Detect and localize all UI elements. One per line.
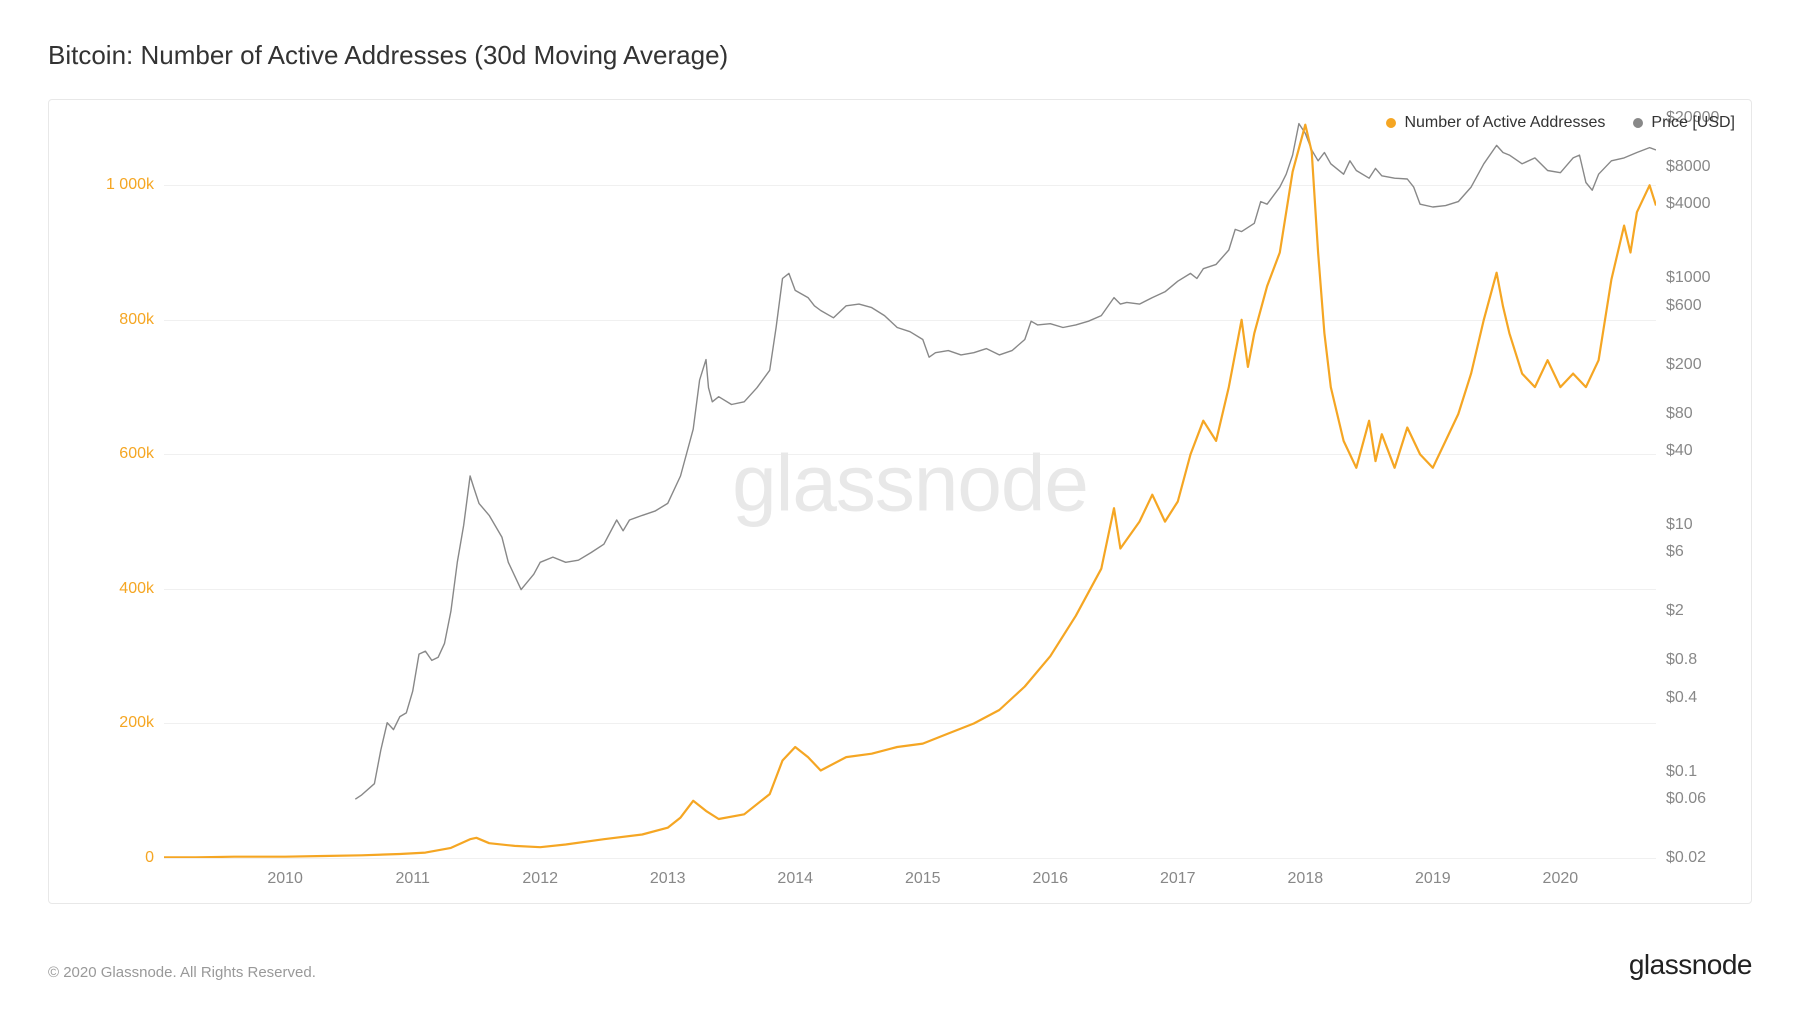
y-right-tick: $6 bbox=[1656, 543, 1684, 561]
x-tick: 2012 bbox=[522, 858, 558, 888]
legend-item-price: Price [USD] bbox=[1633, 114, 1735, 132]
y-left-tick: 600k bbox=[119, 445, 164, 463]
chart-title: Bitcoin: Number of Active Addresses (30d… bbox=[48, 40, 1752, 71]
plot-area: glassnode 0200k400k600k800k1 000k$0.02$0… bbox=[164, 118, 1656, 858]
x-tick: 2017 bbox=[1160, 858, 1196, 888]
price-line bbox=[355, 124, 1656, 800]
x-tick: 2011 bbox=[395, 858, 429, 888]
y-left-tick: 800k bbox=[119, 311, 164, 329]
y-left-tick: 200k bbox=[119, 714, 164, 732]
chart-container: Number of Active Addresses Price [USD] g… bbox=[48, 99, 1752, 904]
y-right-tick: $1000 bbox=[1656, 269, 1711, 287]
y-right-tick: $40 bbox=[1656, 442, 1693, 460]
x-tick: 2015 bbox=[905, 858, 941, 888]
y-right-tick: $200 bbox=[1656, 356, 1702, 374]
legend-label-addresses: Number of Active Addresses bbox=[1404, 114, 1605, 132]
x-tick: 2013 bbox=[650, 858, 686, 888]
legend-item-addresses: Number of Active Addresses bbox=[1386, 114, 1605, 132]
footer: © 2020 Glassnode. All Rights Reserved. g… bbox=[48, 949, 1752, 981]
y-left-tick: 1 000k bbox=[106, 176, 164, 194]
brand-logo: glassnode bbox=[1629, 949, 1752, 981]
legend-dot-price bbox=[1633, 118, 1643, 128]
y-right-tick: $10 bbox=[1656, 516, 1693, 534]
y-right-tick: $0.06 bbox=[1656, 790, 1706, 808]
y-left-tick: 0 bbox=[145, 849, 164, 867]
y-right-tick: $4000 bbox=[1656, 195, 1711, 213]
y-right-tick: $0.02 bbox=[1656, 849, 1706, 867]
y-right-tick: $80 bbox=[1656, 405, 1693, 423]
x-tick: 2014 bbox=[777, 858, 813, 888]
legend-dot-addresses bbox=[1386, 118, 1396, 128]
y-right-tick: $0.8 bbox=[1656, 651, 1697, 669]
y-right-tick: $8000 bbox=[1656, 158, 1711, 176]
y-left-tick: 400k bbox=[119, 580, 164, 598]
y-right-tick: $2 bbox=[1656, 602, 1684, 620]
x-tick: 2018 bbox=[1288, 858, 1324, 888]
y-right-tick: $600 bbox=[1656, 297, 1702, 315]
y-right-tick: $0.4 bbox=[1656, 689, 1697, 707]
chart-legend: Number of Active Addresses Price [USD] bbox=[1386, 114, 1735, 132]
x-tick: 2020 bbox=[1543, 858, 1579, 888]
copyright-text: © 2020 Glassnode. All Rights Reserved. bbox=[48, 964, 316, 981]
x-tick: 2016 bbox=[1032, 858, 1068, 888]
legend-label-price: Price [USD] bbox=[1651, 114, 1735, 132]
y-right-tick: $0.1 bbox=[1656, 763, 1697, 781]
chart-svg bbox=[164, 118, 1656, 858]
addresses-line bbox=[164, 125, 1656, 858]
x-tick: 2010 bbox=[267, 858, 303, 888]
x-tick: 2019 bbox=[1415, 858, 1451, 888]
